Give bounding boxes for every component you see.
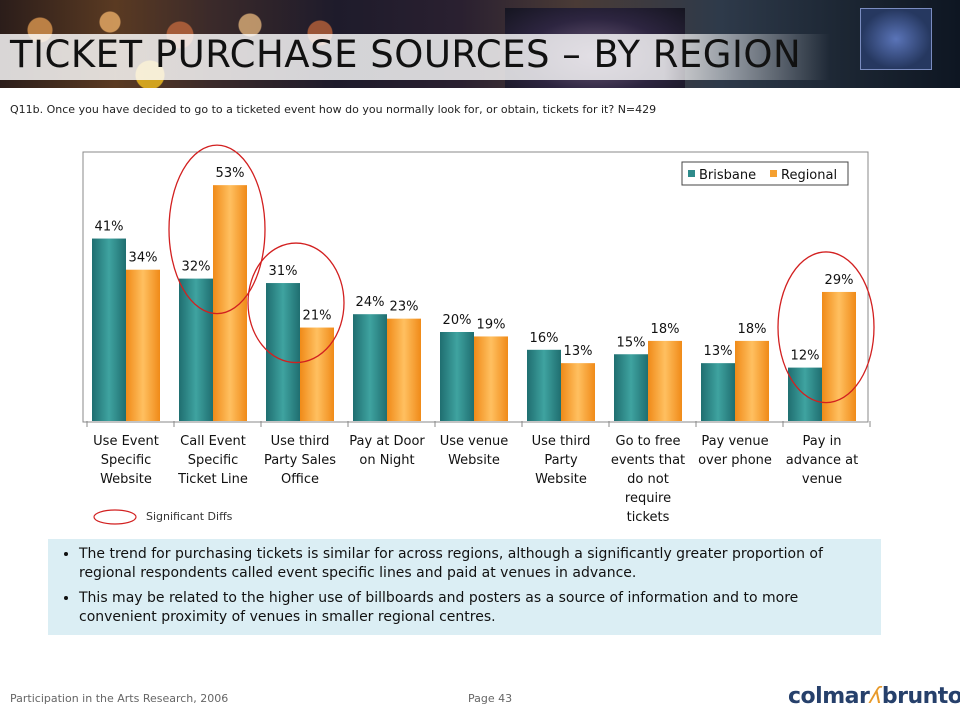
significant-diff-ellipse-9 xyxy=(777,251,875,404)
logo-text-part1: colmar xyxy=(788,684,870,709)
company-logo: colmarʎbrunton xyxy=(788,684,960,709)
category-label-3: Use third Party Sales Office xyxy=(264,434,336,487)
banner-photo-screen xyxy=(860,8,932,70)
note-item-2: This may be related to the higher use of… xyxy=(79,589,865,627)
bar-brisbane-6 xyxy=(527,349,561,421)
data-label-brisbane-8: 13% xyxy=(704,344,733,359)
bar-regional-1 xyxy=(126,269,160,421)
data-label-regional-9: 29% xyxy=(825,273,854,288)
data-label-regional-4: 23% xyxy=(390,300,419,315)
data-label-regional-8: 18% xyxy=(738,322,767,337)
bar-regional-4 xyxy=(387,318,421,421)
notes-box: The trend for purchasing tickets is simi… xyxy=(48,539,881,635)
legend-label-brisbane: Brisbane xyxy=(699,168,756,183)
data-label-brisbane-9: 12% xyxy=(791,349,820,364)
note-item-1: The trend for purchasing tickets is simi… xyxy=(79,545,865,583)
legend-swatch-regional xyxy=(770,170,777,177)
data-label-brisbane-1: 41% xyxy=(95,220,124,235)
data-label-brisbane-5: 20% xyxy=(443,313,472,328)
title-backdrop xyxy=(0,34,830,80)
data-label-brisbane-2: 32% xyxy=(182,260,211,275)
category-label-4: Pay at Door on Night xyxy=(349,434,425,468)
bar-regional-9 xyxy=(822,291,856,421)
bar-regional-8 xyxy=(735,340,769,421)
bar-brisbane-9 xyxy=(788,367,822,421)
page-title: TICKET PURCHASE SOURCES – BY REGION xyxy=(10,33,802,76)
bar-brisbane-5 xyxy=(440,332,474,421)
bar-regional-7 xyxy=(648,340,682,421)
category-label-5: Use venue Website xyxy=(440,434,509,468)
category-label-7: Go to free events that do not require ticket… xyxy=(611,434,685,525)
data-label-brisbane-6: 16% xyxy=(530,331,559,346)
legend-swatch-brisbane xyxy=(688,170,695,177)
category-label-1: Use Event Specific Website xyxy=(93,434,159,487)
data-label-regional-3: 21% xyxy=(303,309,332,324)
bar-regional-6 xyxy=(561,363,595,421)
logo-text-part2: brunton xyxy=(881,684,960,709)
significant-diff-ellipse-3 xyxy=(247,242,345,364)
page-number: Page 43 xyxy=(468,692,513,705)
plot-area-frame xyxy=(82,151,869,423)
footer-source: Participation in the Arts Research, 2006 xyxy=(10,692,229,705)
bar-chart: 41% 32% 31% 24% 20% 16% 15% 13% 12% 34% 53% 21% 23% 1… xyxy=(82,144,875,525)
data-label-regional-5: 19% xyxy=(477,317,506,332)
category-label-9: Pay in advance at venue xyxy=(786,434,858,487)
data-label-regional-2: 53% xyxy=(216,166,245,181)
data-label-regional-6: 13% xyxy=(564,344,593,359)
bar-brisbane-4 xyxy=(353,314,387,421)
data-label-brisbane-3: 31% xyxy=(269,264,298,279)
significant-diff-ellipse-2 xyxy=(168,144,266,315)
legend-label-regional: Regional xyxy=(781,168,837,183)
category-label-2: Call Event Specific Ticket Line xyxy=(177,434,248,487)
data-label-brisbane-4: 24% xyxy=(356,295,385,310)
bar-regional-5 xyxy=(474,336,508,421)
survey-question: Q11b. Once you have decided to go to a t… xyxy=(10,103,657,116)
category-label-6: Use third Party Website xyxy=(532,434,591,487)
significant-diffs-label: Significant Diffs xyxy=(146,510,233,523)
legend-box xyxy=(681,161,849,186)
significant-diffs-swatch xyxy=(93,509,137,525)
data-label-regional-7: 18% xyxy=(651,322,680,337)
logo-mark-icon: ʎ xyxy=(869,684,882,709)
bar-brisbane-3 xyxy=(266,283,300,421)
bar-brisbane-8 xyxy=(701,363,735,421)
bar-brisbane-1 xyxy=(92,238,126,421)
data-label-regional-1: 34% xyxy=(129,251,158,266)
bar-brisbane-7 xyxy=(614,354,648,421)
data-label-brisbane-7: 15% xyxy=(617,335,646,350)
bar-brisbane-2 xyxy=(179,278,213,421)
category-label-8: Pay venue over phone xyxy=(698,434,772,468)
bar-regional-3 xyxy=(300,327,334,421)
bar-regional-2 xyxy=(213,185,247,421)
